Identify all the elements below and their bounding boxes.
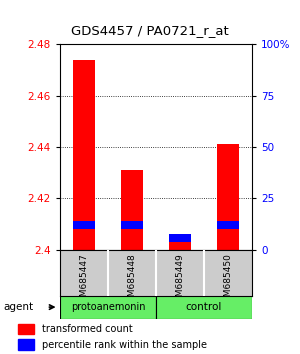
Bar <box>217 144 239 250</box>
Text: protoanemonin: protoanemonin <box>71 302 145 312</box>
Text: control: control <box>186 302 222 312</box>
Text: agent: agent <box>3 302 33 312</box>
Bar <box>73 59 95 250</box>
Text: GSM685447: GSM685447 <box>80 253 88 308</box>
Bar <box>121 170 143 250</box>
Text: transformed count: transformed count <box>42 324 133 334</box>
Bar <box>60 296 156 319</box>
Bar <box>169 239 191 250</box>
Bar <box>73 221 95 229</box>
Text: percentile rank within the sample: percentile rank within the sample <box>42 339 207 350</box>
Bar <box>169 234 191 242</box>
Bar <box>121 221 143 229</box>
Bar <box>217 221 239 229</box>
Bar <box>18 339 34 350</box>
Bar <box>18 324 34 334</box>
Text: GDS4457 / PA0721_r_at: GDS4457 / PA0721_r_at <box>71 24 229 36</box>
Text: GSM685449: GSM685449 <box>176 253 184 308</box>
Bar <box>156 296 252 319</box>
Text: GSM685450: GSM685450 <box>224 253 232 308</box>
Text: GSM685448: GSM685448 <box>128 253 136 308</box>
